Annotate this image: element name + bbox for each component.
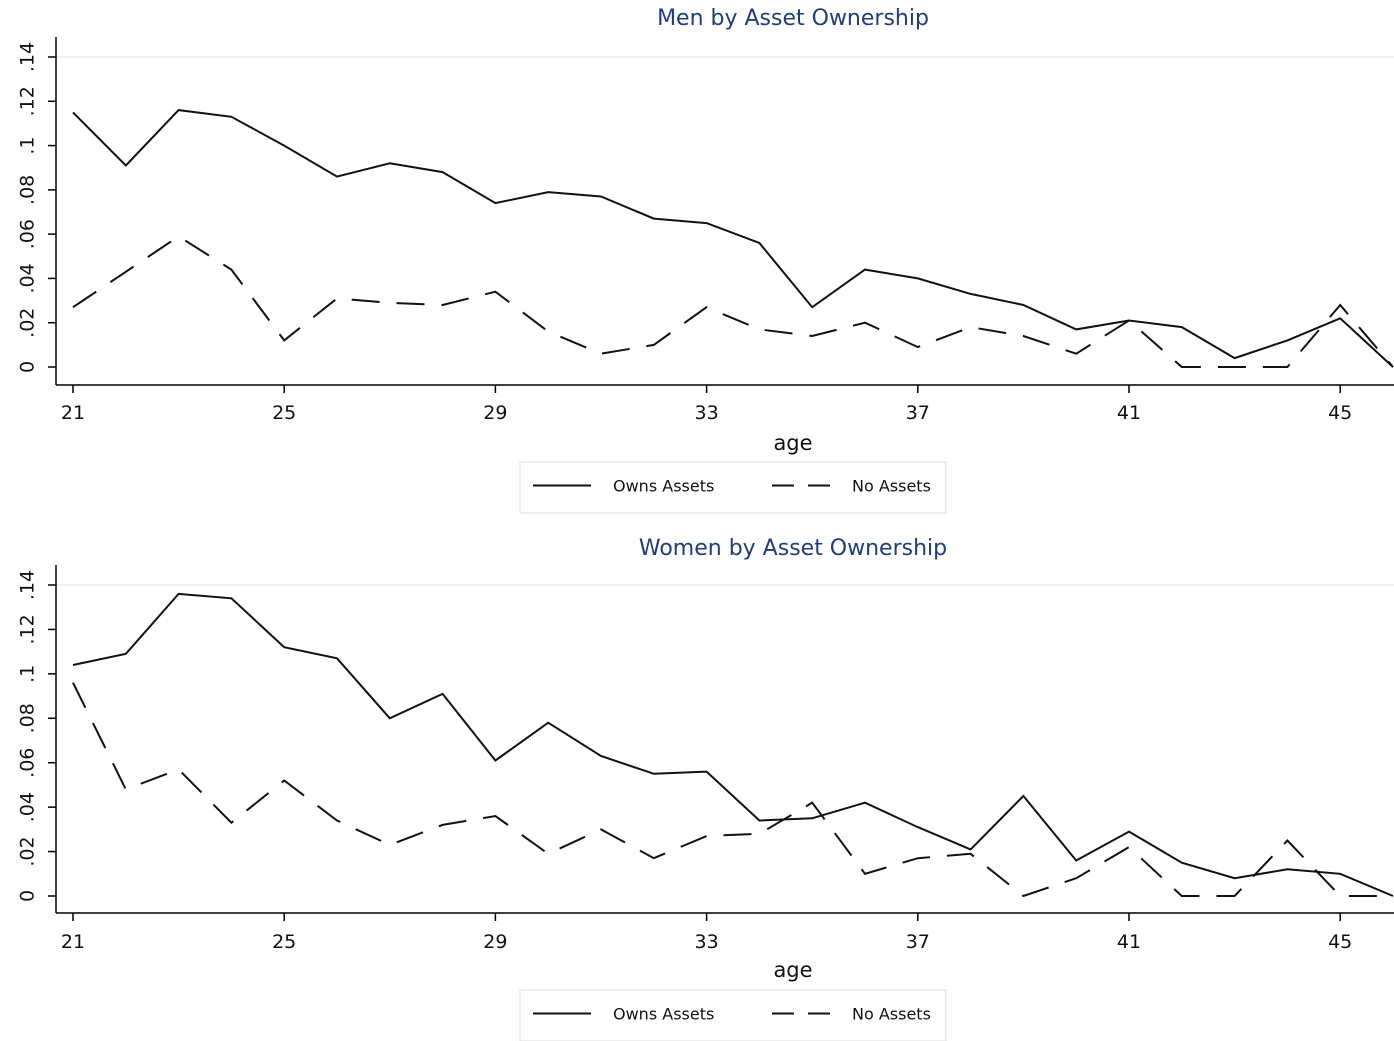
x-tick-label: 41 (1117, 931, 1141, 953)
x-tick-label: 25 (272, 402, 296, 424)
legend-box (519, 989, 947, 1041)
x-tick-label: 37 (906, 931, 930, 953)
x-tick-label: 21 (61, 402, 85, 424)
y-tick-label: .14 (17, 570, 39, 600)
legend-box (519, 461, 947, 514)
y-tick-label: .02 (17, 308, 39, 338)
chart-title: Women by Asset Ownership (639, 536, 947, 561)
legend-label-owns-assets: Owns Assets (613, 477, 714, 496)
y-tick-label: .1 (17, 665, 39, 683)
y-tick-label: .06 (17, 748, 39, 778)
chart-title: Men by Asset Ownership (657, 6, 929, 31)
y-tick-label: .08 (17, 703, 39, 733)
y-tick-label: .12 (17, 86, 39, 116)
x-axis-title: age (773, 958, 812, 982)
x-tick-label: 25 (272, 931, 296, 953)
series-line-no-assets (72, 235, 1394, 368)
legend: Owns Assets No Assets (519, 989, 947, 1041)
y-tick-label: .14 (17, 42, 39, 72)
y-tick-label: .06 (17, 219, 39, 249)
x-tick-label: 45 (1328, 402, 1352, 424)
y-tick-label: .04 (17, 792, 39, 822)
y-tick-label: .04 (17, 263, 39, 293)
legend: Owns Assets No Assets (519, 461, 947, 514)
x-tick-label: 33 (695, 402, 719, 424)
y-tick-label: .02 (17, 836, 39, 866)
series-line-owns-assets (72, 109, 1394, 368)
legend-label-no-assets: No Assets (852, 1005, 931, 1024)
y-tick-label: 0 (17, 361, 39, 373)
x-tick-label: 45 (1328, 931, 1352, 953)
legend-label-owns-assets: Owns Assets (613, 1005, 714, 1024)
y-tick-label: .08 (17, 175, 39, 205)
legend-label-no-assets: No Assets (852, 477, 931, 496)
x-tick-label: 29 (483, 931, 507, 953)
y-tick-label: .12 (17, 614, 39, 644)
series-line-no-assets (72, 682, 1393, 898)
x-tick-label: 21 (61, 931, 85, 953)
y-tick-label: 0 (17, 890, 39, 902)
men-chart-panel: Men by Asset Ownership age Owns Assets N… (17, 6, 1394, 514)
y-tick-label: .1 (17, 137, 39, 155)
x-tick-label: 41 (1117, 402, 1141, 424)
series-line-owns-assets (72, 592, 1394, 897)
x-axis-title: age (773, 431, 812, 455)
x-tick-label: 33 (695, 931, 719, 953)
x-tick-label: 37 (906, 402, 930, 424)
x-tick-label: 29 (483, 402, 507, 424)
